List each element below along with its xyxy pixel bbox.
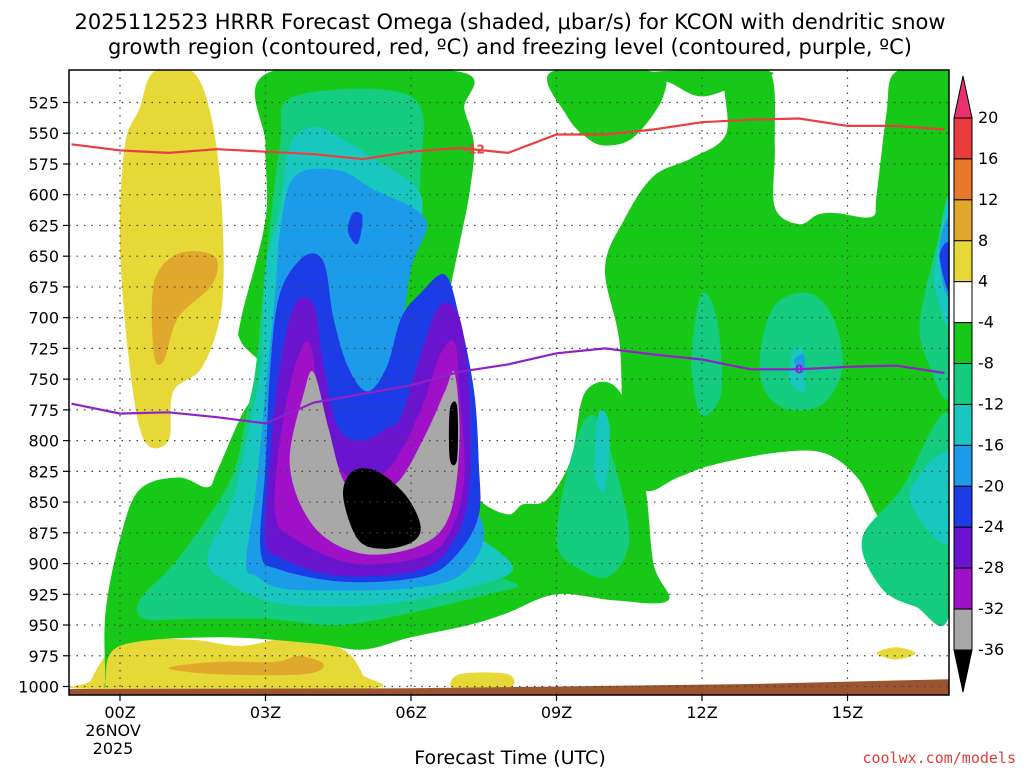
y-tick-label-900: 900 (28, 555, 59, 574)
colorbar-swatch-9 (953, 485, 973, 528)
y-tick-label-825: 825 (28, 462, 59, 481)
omega-region-8-0 (151, 251, 218, 365)
colorbar-swatch-7 (953, 403, 973, 446)
colorbar-top-arrow (953, 75, 973, 119)
contour-label-freezing: 0 (795, 362, 803, 376)
contour-lines: -12 0 (71, 117, 945, 425)
omega-region-m20-2 (939, 242, 949, 293)
colorbar-swatch-10 (953, 526, 973, 569)
colorbar-swatch-6 (953, 363, 973, 405)
omega-region-4-2 (450, 672, 515, 691)
y-tick-label-925: 925 (28, 585, 59, 604)
omega-region-m8-2 (691, 292, 723, 417)
colorbar-swatch-0 (953, 117, 973, 160)
omega-shading (70, 70, 949, 691)
colorbar-label-12: -32 (978, 599, 1004, 618)
colorbar-label-11: -28 (978, 558, 1004, 577)
colorbar-swatch-3 (953, 240, 973, 283)
y-tick-label-550: 550 (28, 124, 59, 143)
x-tick-label-15: 15Z (832, 703, 863, 722)
colorbar-swatch-8 (953, 444, 973, 487)
colorbar-swatch-4 (953, 281, 973, 324)
y-axis-ticks: 525 550 575 600 625 650 675 700 725 750 775 800 825 8… (18, 94, 69, 697)
y-tick-label-700: 700 (28, 309, 59, 328)
y-tick-label-975: 975 (28, 647, 59, 666)
colorbar-label-13: -36 (978, 640, 1004, 659)
x-tick-label-12: 12Z (686, 703, 717, 722)
x-tick-label-6: 06Z (395, 703, 426, 722)
x-tick-label-3: 03Z (250, 703, 281, 722)
y-tick-label-750: 750 (28, 370, 59, 389)
y-tick-label-1000: 1000 (18, 678, 59, 697)
colorbar-label-5: -4 (978, 313, 994, 332)
plot-frame (68, 69, 950, 696)
x-axis-label: Forecast Time (UTC) (414, 747, 605, 768)
colorbar-label-2: 12 (978, 190, 998, 209)
y-tick-label-850: 850 (28, 493, 59, 512)
y-tick-label-575: 575 (28, 155, 59, 174)
colorbar-label-1: 16 (978, 149, 998, 168)
colorbar-label-7: -12 (978, 394, 1004, 413)
terrain-fill (69, 679, 949, 695)
colorbar: 20 16 12 8 4 -4 -8 -12 -16 -20 -24 -28 -32 -36 (953, 75, 1004, 693)
colorbar-label-0: 20 (978, 108, 998, 127)
omega-region-m12-1 (594, 409, 610, 493)
contour-line-dendritic (71, 117, 945, 161)
x-tick-date: 26NOV (85, 721, 141, 740)
x-tick-label-0: 00Z (104, 703, 135, 722)
chart-title-line2: growth region (contoured, red, ºC) and f… (108, 35, 912, 59)
colorbar-label-8: -16 (978, 435, 1004, 454)
omega-region-m4-1 (547, 70, 667, 146)
omega-region-8-1 (168, 655, 324, 676)
colorbar-swatch-11 (953, 567, 973, 610)
y-tick-label-950: 950 (28, 616, 59, 635)
y-tick-label-650: 650 (28, 247, 59, 266)
omega-region-m36-1 (448, 401, 458, 466)
credit-label: coolwx.com/models (862, 749, 1016, 767)
colorbar-swatch-12 (953, 608, 973, 651)
colorbar-label-9: -20 (978, 476, 1004, 495)
colorbar-label-3: 8 (978, 231, 988, 250)
colorbar-label-6: -8 (978, 354, 994, 373)
omega-region-m36-0 (343, 468, 421, 549)
contour-line-freezing (71, 347, 945, 425)
y-tick-label-625: 625 (28, 216, 59, 235)
omega-region-4-3 (876, 647, 916, 660)
colorbar-swatch-5 (953, 322, 973, 365)
y-tick-label-875: 875 (28, 524, 59, 543)
omega-region-m12-4 (909, 451, 949, 544)
y-tick-label-675: 675 (28, 278, 59, 297)
y-tick-label-525: 525 (28, 94, 59, 113)
colorbar-label-4: 4 (978, 272, 988, 291)
colorbar-label-10: -24 (978, 517, 1004, 536)
colorbar-swatch-1 (953, 158, 973, 201)
y-tick-label-800: 800 (28, 432, 59, 451)
x-tick-year: 2025 (93, 739, 134, 758)
colorbar-bottom-arrow (953, 649, 973, 693)
contour-label-dendritic: -12 (463, 142, 485, 156)
terrain-ground (69, 679, 949, 695)
y-tick-label-725: 725 (28, 339, 59, 358)
y-tick-label-775: 775 (28, 401, 59, 420)
colorbar-swatch-2 (953, 199, 973, 242)
omega-region-m8-1 (556, 414, 630, 578)
omega-region-m20-1 (347, 211, 363, 245)
x-tick-label-9: 09Z (541, 703, 572, 722)
y-tick-label-600: 600 (28, 186, 59, 205)
omega-region-m32-0 (289, 370, 460, 555)
chart-title-line1: 2025112523 HRRR Forecast Omega (shaded, … (74, 10, 945, 34)
